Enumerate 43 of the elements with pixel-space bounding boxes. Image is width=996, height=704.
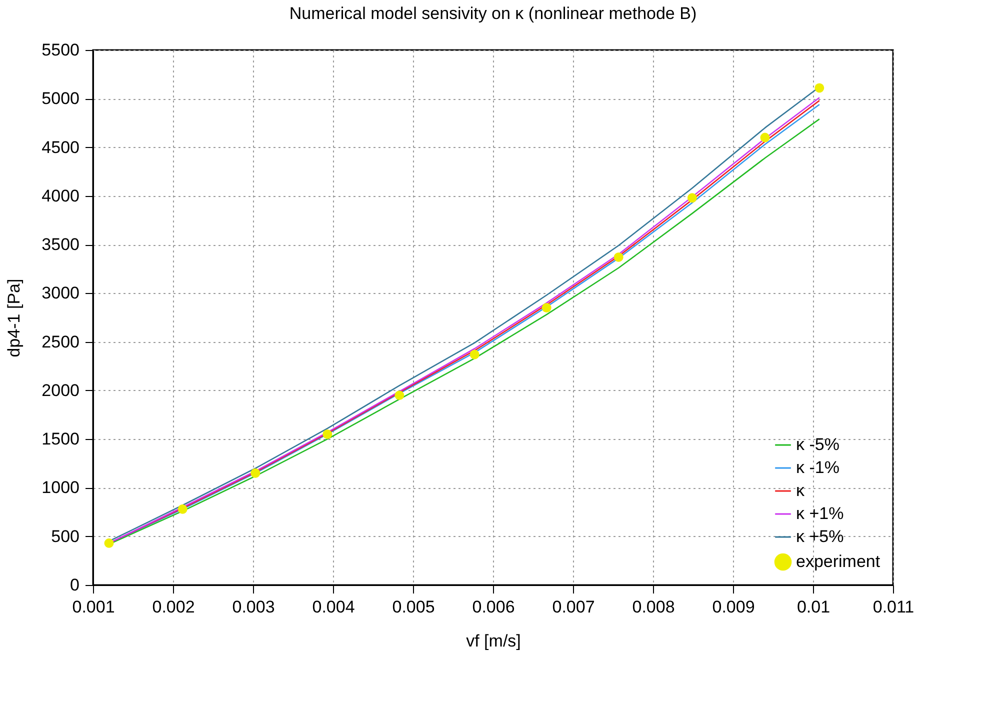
y-tick-label: 3500 bbox=[42, 235, 80, 254]
point bbox=[470, 350, 480, 360]
point bbox=[542, 303, 552, 313]
point bbox=[760, 132, 770, 142]
x-tick-label: 0.002 bbox=[152, 598, 195, 616]
y-tick-label: 2500 bbox=[42, 332, 80, 352]
y-tick-label: 2000 bbox=[42, 380, 80, 400]
y-axis-title: dp4-1 [Pa] bbox=[4, 278, 24, 358]
point bbox=[394, 390, 404, 400]
point bbox=[250, 468, 260, 478]
x-tick-label: 0.009 bbox=[712, 598, 755, 616]
y-tick-label: 4500 bbox=[42, 138, 80, 157]
point bbox=[687, 193, 697, 203]
legend-label: κ -1% bbox=[796, 458, 840, 477]
x-tick-label: 0.008 bbox=[632, 598, 675, 616]
chart-title: Numerical model sensivity on κ (nonlinear methode B) bbox=[289, 4, 697, 23]
x-tick-label: 0.003 bbox=[232, 598, 275, 616]
y-tick-label: 0 bbox=[70, 576, 80, 594]
x-tick-label: 0.01 bbox=[796, 598, 830, 616]
point bbox=[814, 83, 824, 93]
point bbox=[322, 429, 332, 439]
point bbox=[178, 504, 188, 514]
y-tick-label: 5500 bbox=[42, 40, 80, 60]
y-tick-label: 1000 bbox=[42, 478, 80, 498]
y-tick-label: 1500 bbox=[42, 430, 80, 449]
x-tick-label: 0.004 bbox=[312, 598, 355, 616]
legend-label: κ -5% bbox=[796, 435, 840, 454]
legend-label: experiment bbox=[796, 552, 880, 571]
x-tick-label: 0.011 bbox=[872, 598, 914, 616]
y-tick-label: 5000 bbox=[42, 89, 80, 108]
y-tick-label: 3000 bbox=[42, 284, 80, 303]
y-tick-label: 500 bbox=[51, 526, 80, 546]
x-tick-label: 0.005 bbox=[392, 598, 435, 616]
legend-label: κ +1% bbox=[796, 504, 844, 523]
x-tick-label: 0.007 bbox=[552, 598, 595, 616]
point bbox=[614, 252, 624, 262]
x-axis-title: vf [m/s] bbox=[466, 632, 521, 650]
point bbox=[104, 538, 114, 548]
x-tick-label: 0.001 bbox=[72, 598, 115, 616]
x-tick-label: 0.006 bbox=[472, 598, 515, 616]
legend-label: κ +5% bbox=[796, 527, 844, 546]
y-tick-label: 4000 bbox=[42, 186, 80, 206]
legend-label: κ bbox=[796, 481, 805, 500]
